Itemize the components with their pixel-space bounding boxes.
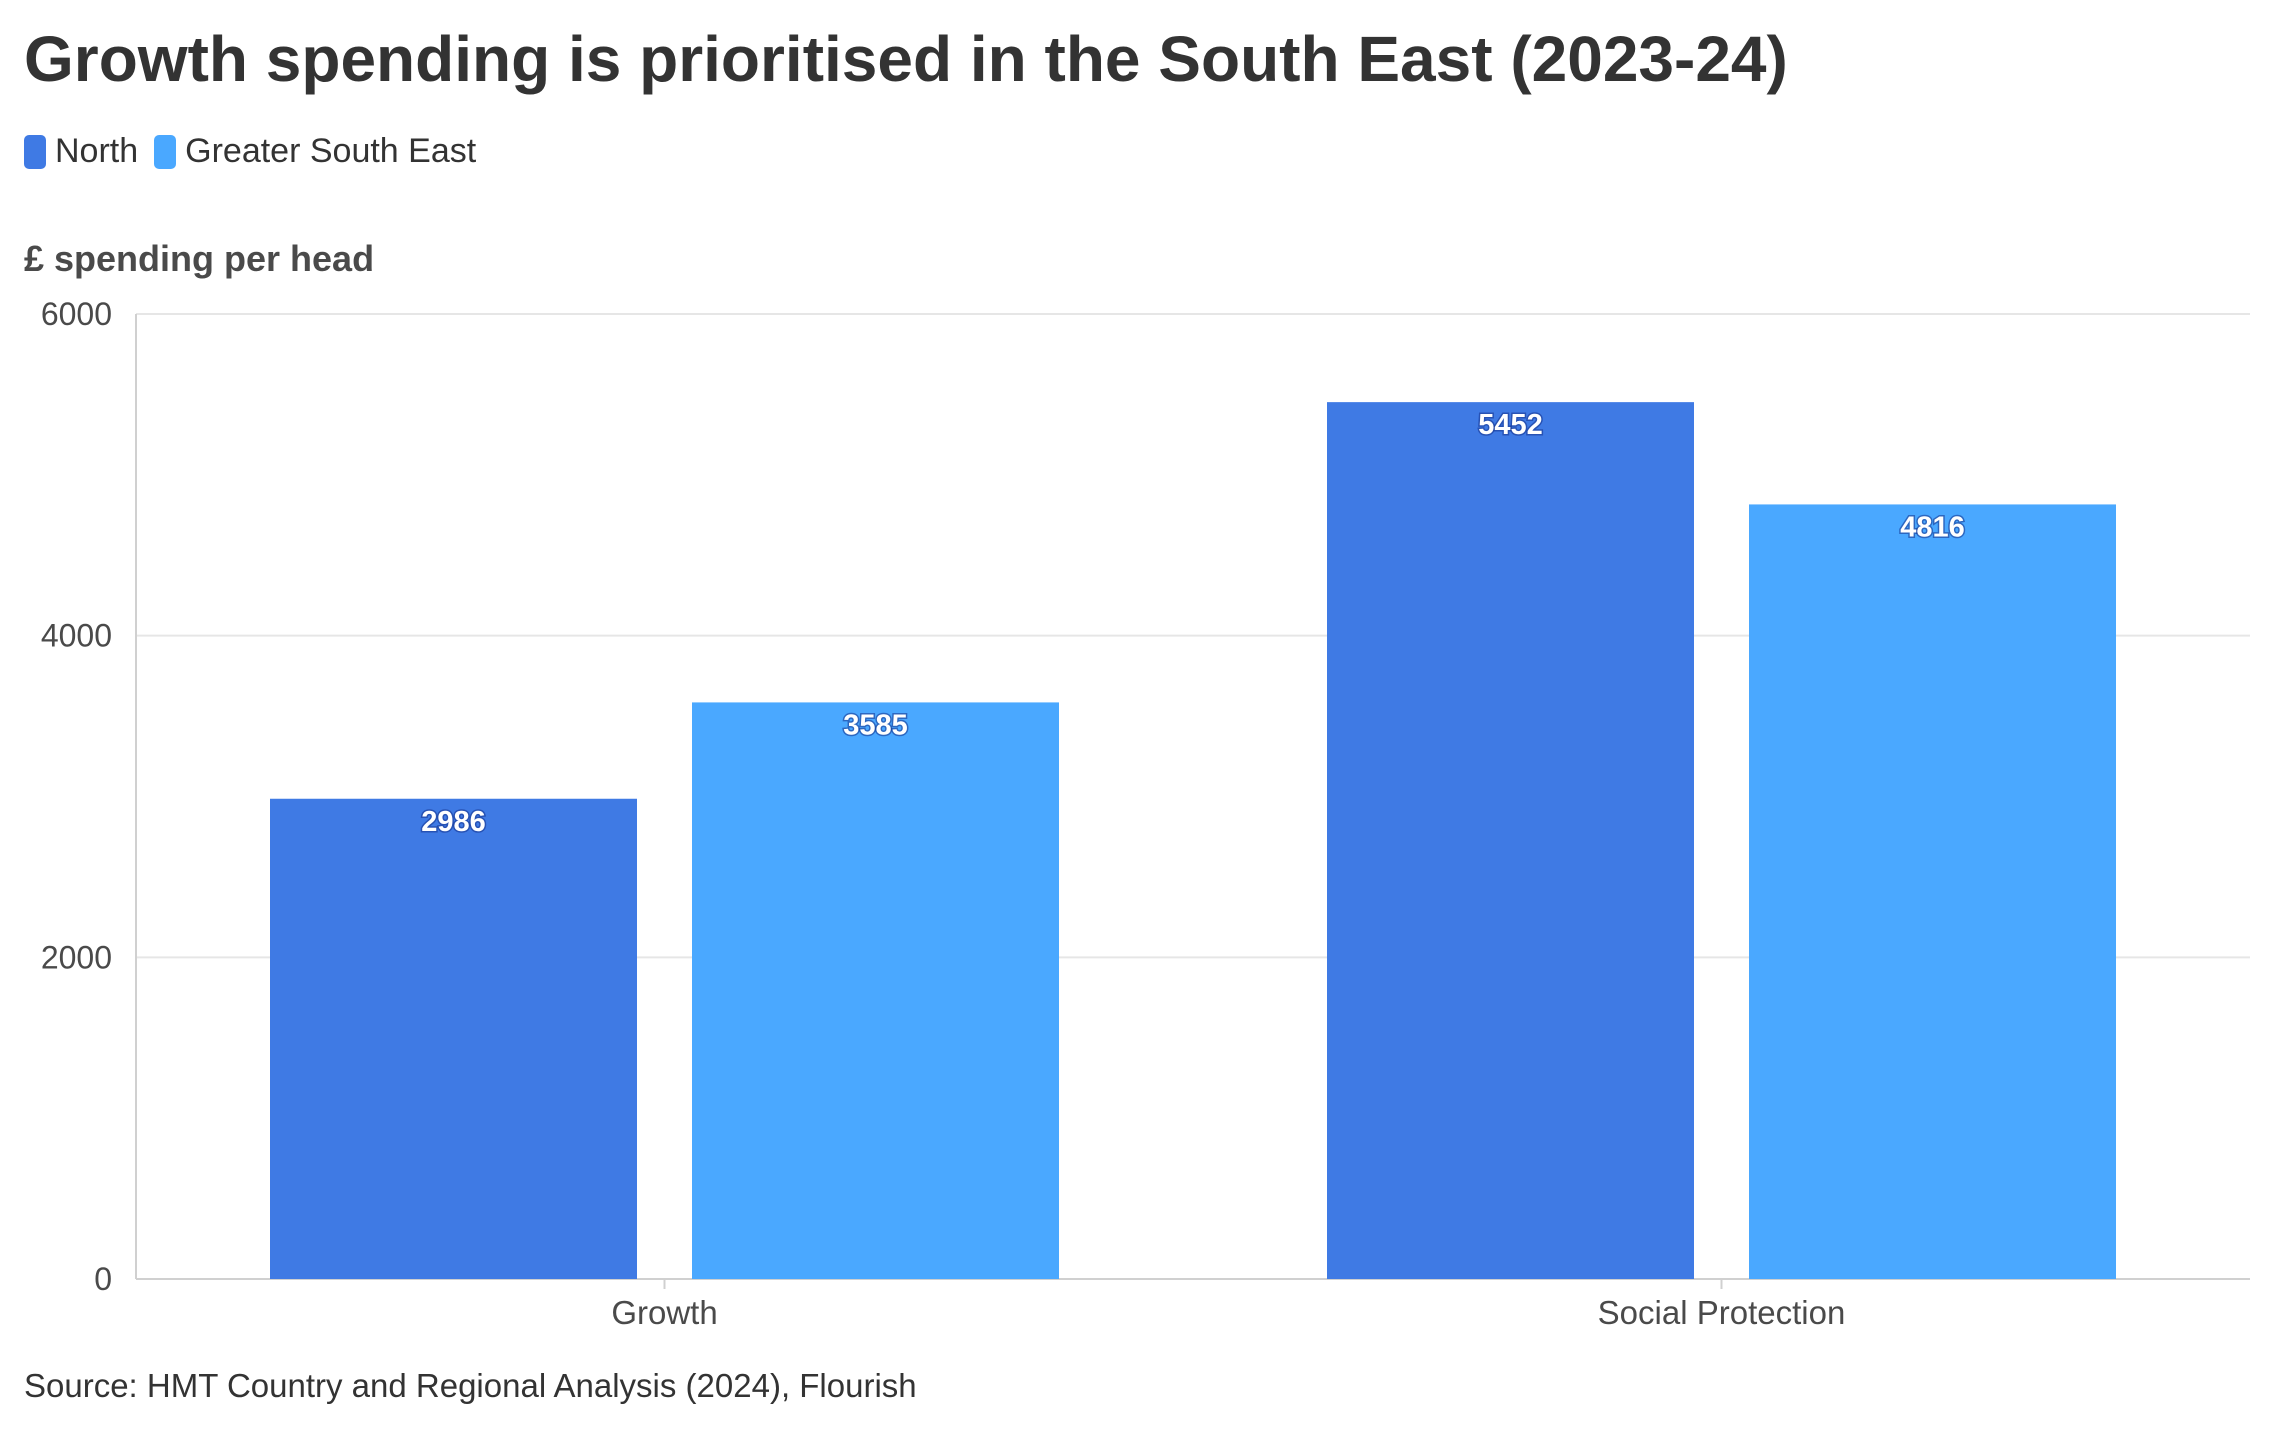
legend-swatch-north xyxy=(24,134,46,169)
y-tick-label: 2000 xyxy=(41,939,112,975)
legend-item-north[interactable]: North xyxy=(24,132,138,171)
legend: North Greater South East xyxy=(24,132,492,171)
legend-item-greater-south-east[interactable]: Greater South East xyxy=(154,132,476,171)
bar-north xyxy=(270,798,637,1279)
y-tick-label: 4000 xyxy=(41,618,112,654)
legend-swatch-greater-south-east xyxy=(154,134,177,169)
y-tick-label: 0 xyxy=(94,1261,112,1297)
bar-value-label: 3585 xyxy=(843,709,908,741)
bar-greater-south-east xyxy=(692,702,1059,1279)
bar-value-label: 4816 xyxy=(1900,511,1965,543)
y-axis-label: £ spending per head xyxy=(24,238,375,279)
x-category-label: Growth xyxy=(611,1294,717,1331)
chart-title: Growth spending is prioritised in the So… xyxy=(24,23,1788,95)
bar-value-label: 2986 xyxy=(421,806,486,838)
legend-label-greater-south-east: Greater South East xyxy=(185,132,477,170)
source-note: Source: HMT Country and Regional Analysi… xyxy=(24,1367,917,1404)
bar-greater-south-east xyxy=(1749,504,2116,1280)
bar-north xyxy=(1327,402,1694,1279)
y-tick-label: 6000 xyxy=(41,296,112,332)
x-category-label: Social Protection xyxy=(1598,1294,1846,1331)
bar-value-label: 5452 xyxy=(1478,409,1543,441)
legend-label-north: North xyxy=(55,132,139,170)
